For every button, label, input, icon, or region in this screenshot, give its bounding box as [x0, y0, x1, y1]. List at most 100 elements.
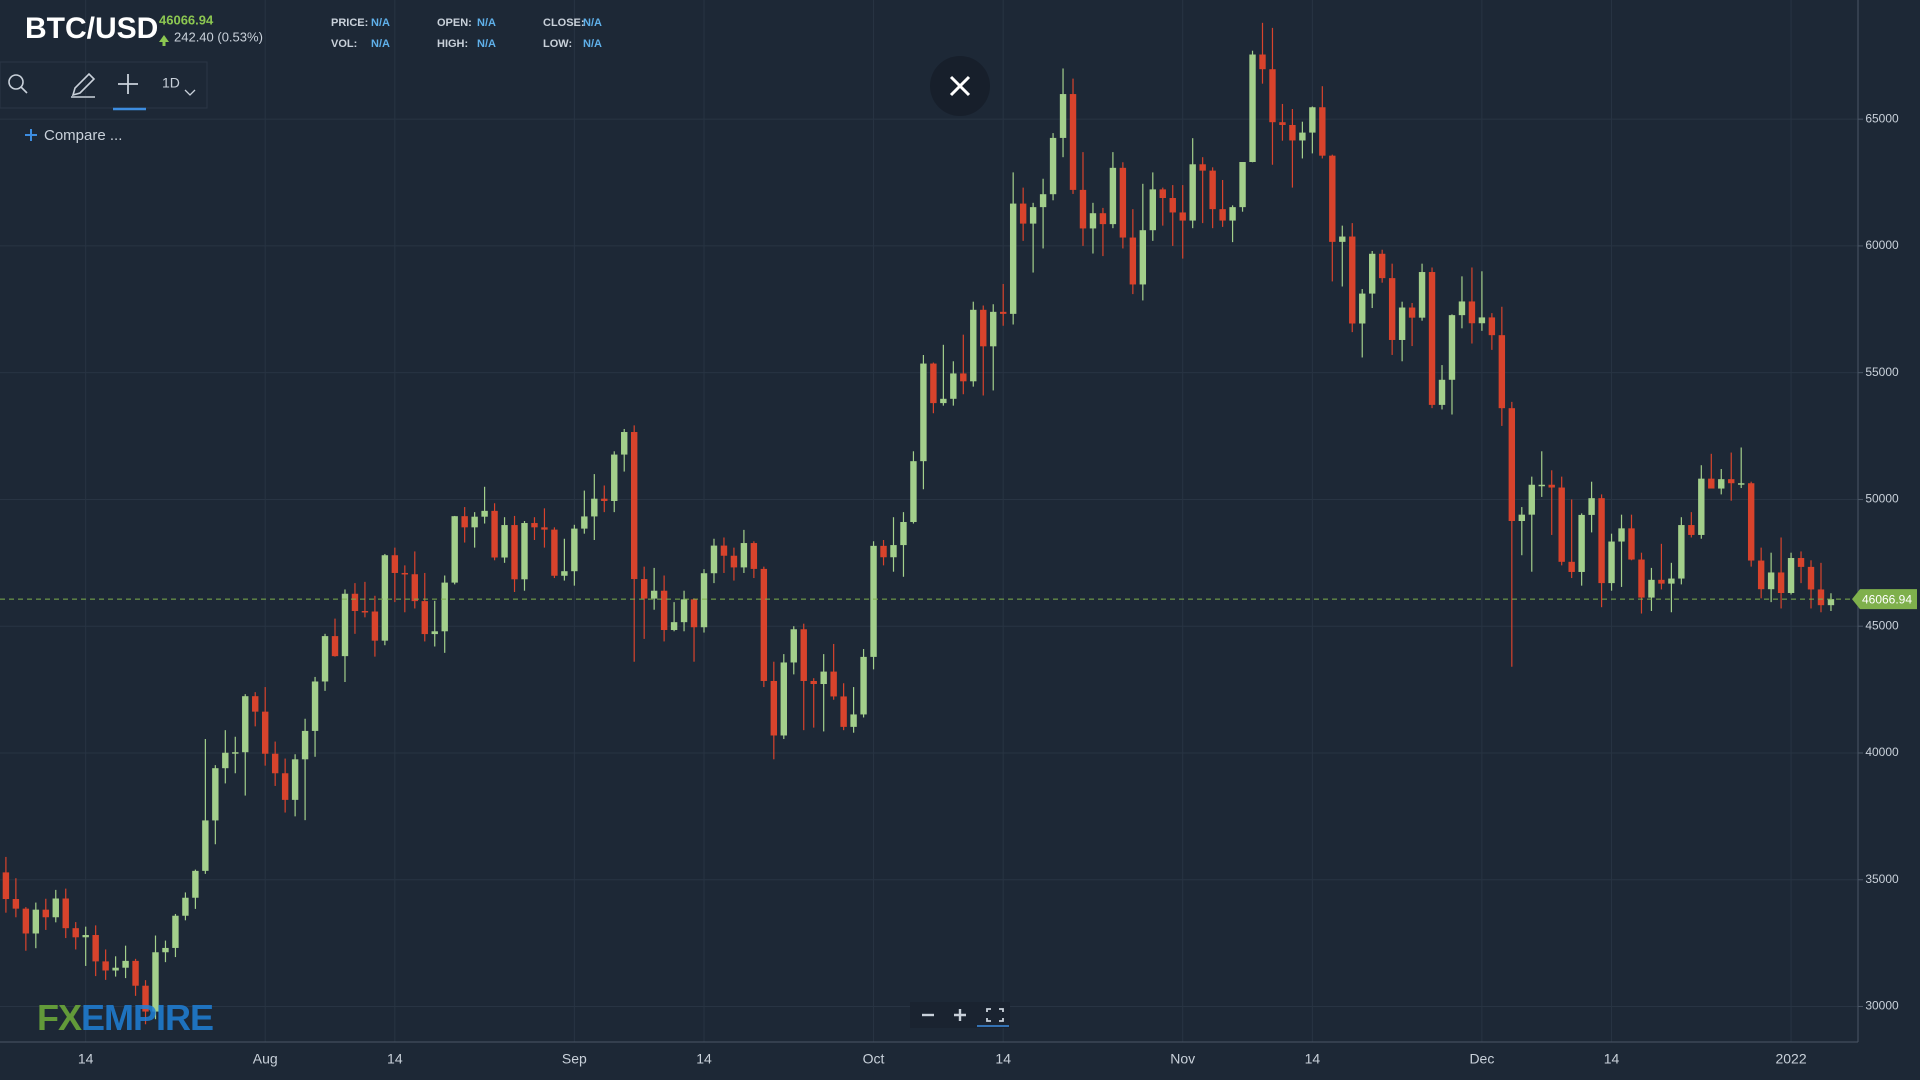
- candle-body: [980, 309, 987, 347]
- candle-body: [720, 545, 728, 556]
- candle-body: [571, 528, 578, 572]
- candle-body: [1079, 189, 1087, 229]
- candle-body: [401, 572, 409, 575]
- candle-body: [1089, 213, 1097, 229]
- candle-body: [1458, 301, 1466, 316]
- price: 46066.94: [159, 12, 214, 27]
- field-value: N/A: [371, 38, 390, 50]
- candle-body: [810, 680, 817, 685]
- candle-body: [361, 611, 369, 613]
- search-button[interactable]: [8, 74, 28, 94]
- candle-body: [1119, 167, 1127, 238]
- candle-body: [371, 611, 379, 641]
- last-price-tag: [1852, 589, 1917, 610]
- candle-body: [840, 696, 847, 727]
- y-tick-label: 65000: [1865, 111, 1899, 125]
- candle-body: [1478, 317, 1486, 324]
- candle-body: [581, 516, 588, 529]
- x-tick-label: 14: [1604, 1051, 1620, 1067]
- close-button[interactable]: [930, 56, 990, 116]
- candle-body: [1797, 558, 1805, 567]
- x-tick-label: Sep: [562, 1051, 587, 1067]
- candle-body: [1329, 155, 1336, 242]
- candle-body: [1558, 487, 1565, 562]
- candle-body: [1538, 484, 1545, 487]
- candle-body: [1000, 311, 1007, 314]
- zoom-in-button[interactable]: [954, 1009, 966, 1021]
- candle-body: [1239, 162, 1246, 208]
- candle-body: [82, 935, 89, 938]
- candle-body: [1149, 189, 1156, 231]
- compare-button[interactable]: Compare ...: [44, 127, 122, 144]
- x-tick-label: Nov: [1170, 1051, 1195, 1067]
- candle-body: [1508, 408, 1516, 521]
- x-tick-label: 2022: [1775, 1051, 1806, 1067]
- candle-body: [790, 629, 797, 663]
- candle-body: [1688, 525, 1695, 535]
- candle-body: [1648, 579, 1655, 598]
- candle-body: [1827, 599, 1835, 606]
- candle-body: [1698, 478, 1705, 535]
- candle-body: [232, 752, 239, 754]
- candle-body: [880, 545, 887, 558]
- field-label: PRICE:: [331, 17, 368, 29]
- candle-body: [1718, 479, 1725, 489]
- candle-body: [102, 961, 109, 971]
- draw-button[interactable]: [71, 72, 96, 98]
- candle-body: [381, 555, 389, 641]
- candle-body: [441, 582, 448, 632]
- candle-body: [341, 593, 349, 657]
- axes: 30000 35000 40000 45000 50000 55000 60000 65000…: [78, 111, 1917, 1067]
- candle-body: [770, 680, 778, 736]
- close-icon: [949, 75, 971, 97]
- candle-body: [531, 523, 538, 528]
- candle-body: [431, 631, 438, 635]
- candle-body: [42, 909, 49, 918]
- candle-body: [730, 555, 738, 568]
- candle-body: [1398, 307, 1406, 340]
- candle-body: [212, 768, 219, 821]
- candle-body: [1578, 514, 1585, 572]
- candle-body: [1029, 207, 1037, 224]
- candle-body: [990, 311, 997, 347]
- toolbar: [0, 61, 208, 109]
- candle-body: [1747, 483, 1755, 561]
- symbol: BTC/USD: [25, 12, 158, 45]
- candle-body: [1618, 528, 1625, 542]
- candle-body: [551, 529, 558, 576]
- candle-body: [640, 579, 648, 599]
- candle-body: [660, 590, 668, 631]
- grid: [0, 0, 1858, 1042]
- fullscreen-button[interactable]: [986, 1008, 1004, 1022]
- y-tick-label: 40000: [1865, 745, 1899, 759]
- candle-body: [12, 899, 20, 909]
- candle-body: [311, 681, 319, 731]
- candle-body: [1049, 137, 1057, 195]
- interval-button[interactable]: 1D: [162, 75, 180, 91]
- candle-body: [1099, 213, 1107, 225]
- candle-body: [32, 909, 40, 934]
- logo-empire: EMPIRE: [81, 997, 213, 1038]
- candle-body: [112, 967, 119, 971]
- candle-body: [820, 671, 827, 685]
- candle-body: [1757, 560, 1765, 590]
- candle-body: [421, 601, 428, 635]
- y-tick-label: 35000: [1865, 872, 1899, 886]
- candle-body: [521, 523, 528, 580]
- candle-body: [940, 398, 947, 404]
- candle-body: [1369, 253, 1376, 294]
- candle-body: [1199, 164, 1206, 171]
- candle-body: [1019, 203, 1027, 224]
- candle-body: [501, 525, 508, 558]
- candle-body: [960, 373, 967, 382]
- crosshair-button[interactable]: [118, 74, 138, 94]
- candle-body: [1777, 572, 1785, 594]
- candle-body: [1807, 566, 1815, 590]
- field-label: CLOSE:: [543, 17, 585, 29]
- candle-body: [1299, 132, 1306, 141]
- candle-body: [1109, 167, 1117, 225]
- candle-body: [1678, 525, 1685, 579]
- field-value: N/A: [583, 38, 602, 50]
- candle-body: [1129, 237, 1137, 285]
